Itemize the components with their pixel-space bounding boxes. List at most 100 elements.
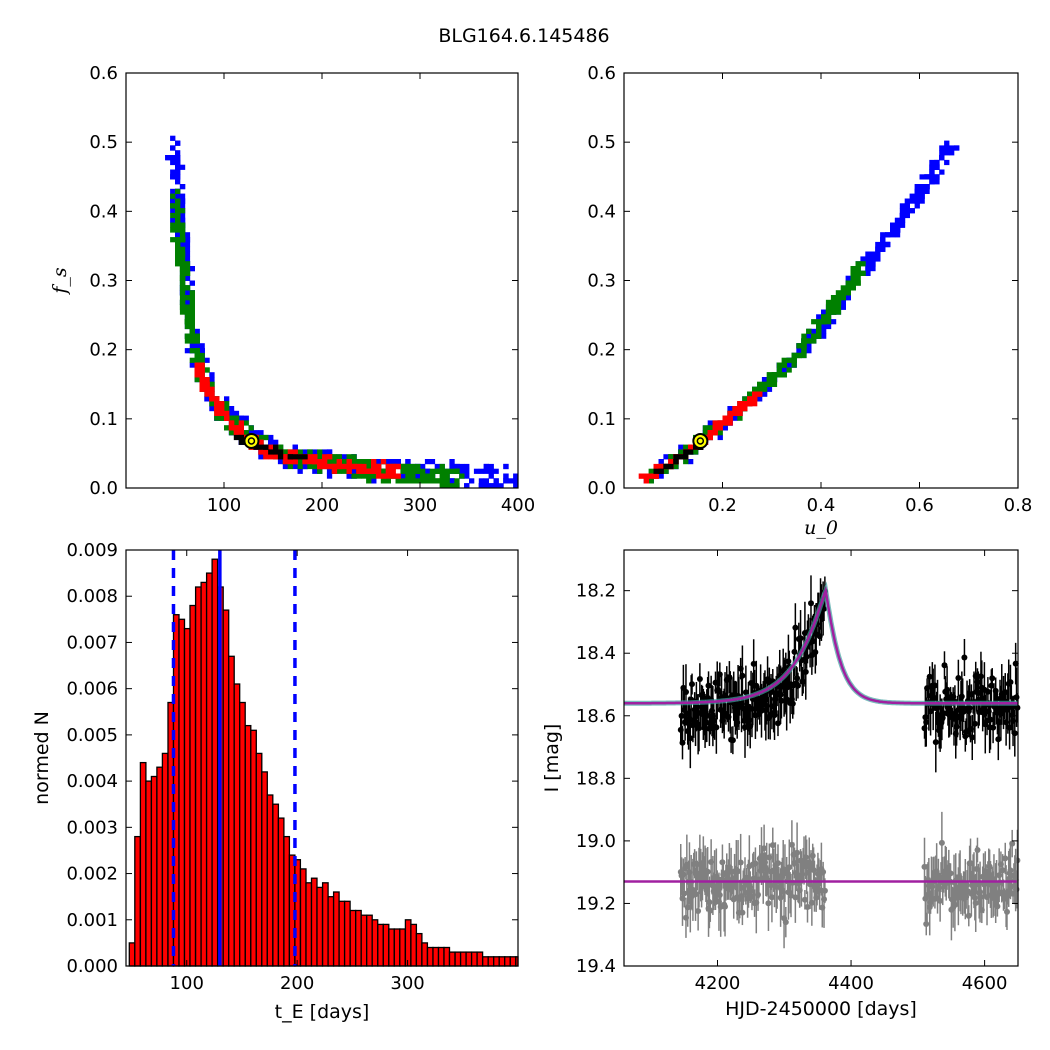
y-tick-label: 0.003 (66, 817, 118, 838)
heatmap-cell (179, 290, 186, 296)
heatmap-cell (811, 338, 817, 344)
heatmap-cell (742, 396, 748, 402)
heatmap-cell (850, 280, 856, 286)
heatmap-cell (513, 478, 519, 484)
heatmap-cell (170, 212, 176, 219)
data-point (722, 903, 728, 910)
heatmap-cell (312, 449, 318, 455)
heatmap-cell (214, 415, 220, 421)
heatmap-cell (801, 333, 807, 339)
x-tick-label: 0.4 (807, 495, 836, 516)
heatmap-cell (712, 430, 718, 436)
heatmap-cell (944, 145, 950, 151)
heatmap-level-middle (170, 188, 465, 489)
data-point (792, 624, 799, 631)
histogram-bar (415, 932, 423, 967)
plot-frame (623, 549, 1019, 967)
data-point (1007, 867, 1014, 874)
heatmap-cell (331, 459, 338, 465)
heatmap-cell (184, 251, 191, 257)
heatmap-cell (268, 454, 274, 460)
heatmap-cell (380, 468, 387, 474)
heatmap-cell (395, 473, 401, 479)
histogram-bar (145, 780, 153, 967)
histogram-bar (316, 886, 324, 967)
heatmap-cell (302, 459, 308, 465)
heatmap-cell (380, 473, 387, 479)
heatmap-cell (658, 459, 664, 465)
heatmap-cell (292, 454, 298, 460)
heatmap-cell (909, 198, 915, 204)
heatmap-cell (297, 459, 303, 465)
x-tick-label: 200 (280, 973, 314, 994)
heatmap-cell (170, 198, 176, 204)
heatmap-cell (875, 256, 881, 262)
heatmap-cell (307, 449, 313, 455)
heatmap-cell (830, 295, 837, 301)
heatmap-cell (488, 468, 494, 474)
heatmap-cell (209, 401, 215, 407)
histogram-bar (134, 835, 141, 967)
heatmap-cell (904, 212, 910, 219)
heatmap-cell (796, 352, 802, 359)
heatmap-cell (439, 478, 445, 484)
histogram-bar (277, 817, 285, 967)
heatmap-cell (850, 285, 856, 291)
heatmap-cell (277, 459, 284, 465)
heatmap-cell (189, 323, 195, 330)
histogram-bar (343, 900, 351, 967)
heatmap-cell (209, 406, 215, 412)
heatmap-cell (194, 362, 200, 368)
heatmap-cell (179, 227, 186, 233)
histogram-bar (189, 604, 197, 967)
heatmap-cell (683, 459, 689, 465)
heatmap-cell (292, 459, 298, 465)
heatmap-cell (410, 468, 416, 474)
heatmap-cell (326, 473, 333, 479)
heatmap-cell (904, 208, 910, 214)
heatmap-cell (761, 381, 768, 387)
heatmap-cell (732, 415, 738, 421)
heatmap-cell (175, 188, 181, 194)
heatmap-cell (233, 434, 240, 441)
histogram-bar (261, 771, 268, 967)
heatmap-cell (752, 396, 758, 402)
heatmap-cell (870, 251, 876, 257)
heatmap-cell (944, 140, 950, 146)
heatmap-cell (175, 169, 181, 175)
histogram-bar (448, 951, 456, 967)
best-fit-center (696, 437, 705, 445)
data-point (1011, 730, 1018, 737)
heatmap-cell (209, 391, 215, 397)
heatmap-cell (336, 463, 342, 470)
heatmap-cell (909, 208, 915, 214)
data-point (739, 672, 746, 679)
histogram-bar (233, 683, 241, 967)
heatmap-cell (429, 478, 436, 484)
data-point (964, 882, 970, 889)
heatmap-cell (865, 270, 871, 276)
heatmap-cell (830, 309, 837, 315)
histogram-bar (388, 928, 395, 967)
heatmap-cell (179, 184, 186, 190)
heatmap-cell (791, 362, 797, 368)
heatmap-cell (199, 352, 205, 359)
heatmap-cell (473, 468, 480, 474)
heatmap-cell (199, 357, 205, 363)
heatmap-cell (929, 174, 935, 180)
heatmap-cell (875, 246, 881, 252)
heatmap-cell (816, 328, 822, 334)
heatmap-cell (184, 348, 191, 354)
heatmap-cell (653, 473, 659, 479)
heatmap-cell (175, 227, 181, 233)
heatmap-cell (454, 478, 460, 484)
heatmap-cell (175, 212, 181, 219)
heatmap-cell (170, 155, 176, 161)
heatmap-cell (483, 468, 489, 474)
heatmap-cell (459, 463, 465, 470)
heatmap-cell (356, 459, 362, 465)
heatmap-cell (238, 425, 244, 431)
heatmap-cell (752, 401, 758, 407)
heatmap-cell (194, 333, 200, 339)
y-axis-label: f_s (49, 267, 71, 296)
